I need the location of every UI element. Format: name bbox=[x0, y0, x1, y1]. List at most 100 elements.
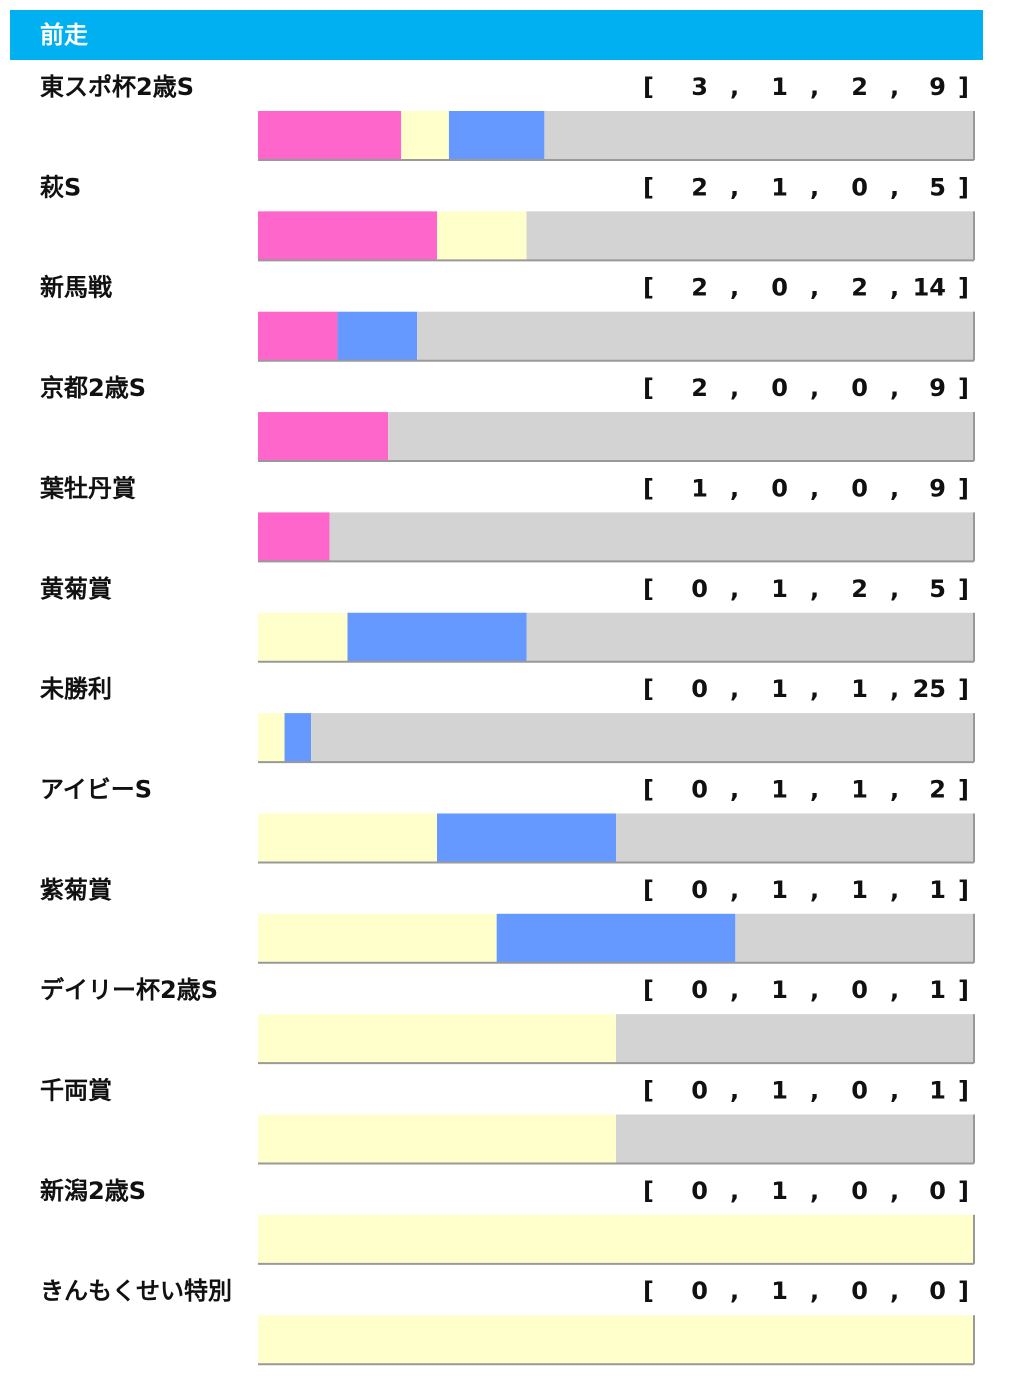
separator: , bbox=[730, 575, 739, 603]
record-value: 0 bbox=[851, 1277, 868, 1305]
bar-segment bbox=[616, 1014, 974, 1064]
race-name: 黄菊賞 bbox=[40, 575, 112, 603]
chart-title: 前走 bbox=[40, 21, 88, 49]
bracket: [ bbox=[643, 1077, 654, 1105]
bar-segment bbox=[311, 713, 974, 763]
record-value: 1 bbox=[771, 876, 788, 904]
bracket: [ bbox=[643, 775, 654, 803]
record-value: 0 bbox=[771, 474, 788, 502]
race-name: 千両賞 bbox=[40, 1077, 112, 1105]
separator: , bbox=[730, 976, 739, 1004]
separator: , bbox=[810, 976, 819, 1004]
separator: , bbox=[730, 1277, 739, 1305]
bracket: ] bbox=[958, 1177, 969, 1205]
record-value: 0 bbox=[771, 374, 788, 402]
bracket: [ bbox=[643, 374, 654, 402]
separator: , bbox=[730, 173, 739, 201]
bar-segment bbox=[258, 412, 389, 462]
record-value: 2 bbox=[691, 274, 708, 302]
race-name: デイリー杯2歳S bbox=[40, 976, 218, 1004]
race-name: 未勝利 bbox=[40, 675, 112, 703]
bar-segment bbox=[526, 211, 974, 261]
header-bar bbox=[10, 10, 983, 60]
race-name: きんもくせい特別 bbox=[40, 1277, 232, 1305]
record-value: 0 bbox=[851, 474, 868, 502]
separator: , bbox=[810, 374, 819, 402]
record-value: 1 bbox=[929, 1077, 946, 1105]
bar-segment bbox=[258, 913, 497, 963]
separator: , bbox=[890, 1177, 899, 1205]
separator: , bbox=[730, 1077, 739, 1105]
record-value: 0 bbox=[691, 575, 708, 603]
separator: , bbox=[890, 1277, 899, 1305]
bar-segment bbox=[258, 813, 437, 863]
separator: , bbox=[730, 876, 739, 904]
separator: , bbox=[810, 1277, 819, 1305]
bar-segment bbox=[496, 913, 736, 963]
separator: , bbox=[810, 173, 819, 201]
bar-segment bbox=[448, 111, 545, 160]
bar-segment bbox=[258, 111, 402, 160]
bar-segment bbox=[258, 713, 285, 763]
record-value: 0 bbox=[851, 1077, 868, 1105]
separator: , bbox=[730, 1177, 739, 1205]
record-value: 1 bbox=[771, 73, 788, 101]
separator: , bbox=[890, 274, 899, 302]
record-value: 1 bbox=[771, 575, 788, 603]
record-value: 0 bbox=[691, 876, 708, 904]
record-value: 2 bbox=[851, 274, 868, 302]
record-value: 1 bbox=[771, 1177, 788, 1205]
record-value: 0 bbox=[851, 374, 868, 402]
bracket: [ bbox=[643, 876, 654, 904]
separator: , bbox=[890, 73, 899, 101]
race-name: 新潟2歳S bbox=[40, 1177, 146, 1205]
separator: , bbox=[890, 575, 899, 603]
separator: , bbox=[730, 274, 739, 302]
bar-segment bbox=[337, 311, 418, 361]
bracket: ] bbox=[958, 1277, 969, 1305]
record-value: 0 bbox=[691, 775, 708, 803]
record-value: 0 bbox=[691, 1177, 708, 1205]
record-value: 1 bbox=[851, 775, 868, 803]
separator: , bbox=[890, 775, 899, 803]
bar-segment bbox=[258, 211, 437, 261]
separator: , bbox=[890, 374, 899, 402]
record-value: 1 bbox=[929, 876, 946, 904]
record-value: 1 bbox=[771, 173, 788, 201]
bar-segment bbox=[258, 612, 348, 662]
separator: , bbox=[890, 474, 899, 502]
record-value: 0 bbox=[691, 976, 708, 1004]
bracket: ] bbox=[958, 876, 969, 904]
separator: , bbox=[810, 575, 819, 603]
separator: , bbox=[730, 474, 739, 502]
bracket: [ bbox=[643, 173, 654, 201]
record-value: 0 bbox=[771, 274, 788, 302]
bar-segment bbox=[329, 512, 975, 562]
bracket: [ bbox=[643, 1177, 654, 1205]
record-value: 0 bbox=[691, 1277, 708, 1305]
bracket: [ bbox=[643, 474, 654, 502]
record-value: 0 bbox=[851, 1177, 868, 1205]
record-value: 1 bbox=[771, 775, 788, 803]
bracket: ] bbox=[958, 775, 969, 803]
race-name: アイビーS bbox=[40, 775, 152, 803]
bar-segment bbox=[526, 612, 974, 662]
race-name: 萩S bbox=[40, 173, 81, 201]
bar-segment bbox=[284, 713, 312, 763]
record-value: 5 bbox=[929, 575, 946, 603]
bar-segment bbox=[258, 512, 330, 562]
separator: , bbox=[810, 876, 819, 904]
record-value: 2 bbox=[691, 374, 708, 402]
bar-segment bbox=[417, 311, 975, 361]
bracket: ] bbox=[958, 374, 969, 402]
record-value: 2 bbox=[691, 173, 708, 201]
record-value: 14 bbox=[913, 274, 946, 302]
bracket: ] bbox=[958, 976, 969, 1004]
record-value: 1 bbox=[691, 474, 708, 502]
bar-segment bbox=[258, 1014, 616, 1064]
record-value: 1 bbox=[771, 976, 788, 1004]
separator: , bbox=[890, 876, 899, 904]
record-value: 2 bbox=[851, 73, 868, 101]
separator: , bbox=[730, 73, 739, 101]
record-value: 1 bbox=[771, 675, 788, 703]
